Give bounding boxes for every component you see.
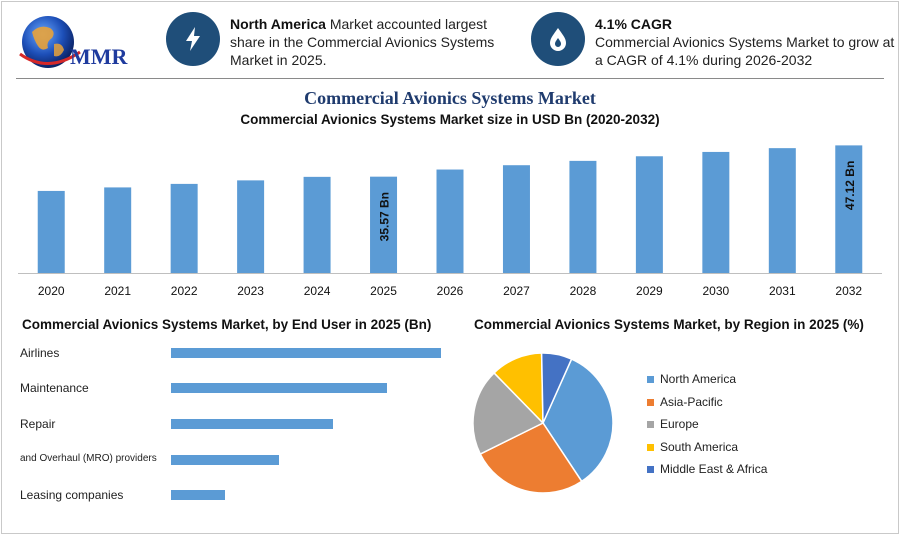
- legend-swatch: [647, 398, 654, 406]
- page-title: Commercial Avionics Systems Market: [304, 88, 596, 108]
- bar-2032: [835, 145, 863, 273]
- x-tick-label: 2020: [38, 284, 65, 298]
- legend-label: Asia-Pacific: [660, 394, 723, 409]
- header-divider: [16, 78, 884, 79]
- bar-2022: [170, 183, 198, 273]
- bar-2023: [237, 180, 265, 273]
- legend-label: Europe: [660, 417, 699, 432]
- end-user-bar: [171, 383, 387, 393]
- logo-text: MMR: [70, 44, 129, 69]
- legend-label: Middle East & Africa: [660, 462, 768, 477]
- legend-item: North America: [647, 372, 767, 395]
- legend-item: South America: [647, 440, 767, 463]
- pie-slice-europe: [472, 371, 545, 456]
- bar-2026: [436, 169, 464, 273]
- data-label-2032: 47.12 Bn: [843, 161, 857, 210]
- bar-2028: [569, 160, 597, 273]
- market-size-bar-chart: 2020 2021 2022 2023 2024 2025 35.57 Bn 2026 2027…: [18, 145, 882, 298]
- end-user-label: Airlines: [20, 346, 60, 360]
- bar-2027: [502, 165, 530, 273]
- pie-slice-north-america: [542, 358, 614, 483]
- x-tick-label: 2028: [570, 284, 597, 298]
- legend-swatch: [647, 376, 654, 383]
- x-tick-label: 2026: [437, 284, 464, 298]
- end-user-bar: [171, 348, 441, 358]
- end-user-label: Repair: [20, 417, 56, 431]
- legend-item: Asia-Pacific: [647, 395, 767, 418]
- x-tick-label: 2031: [769, 284, 796, 298]
- kpi-north-america: North America Market accounted largest s…: [166, 12, 506, 68]
- lightning-icon: [166, 12, 220, 66]
- x-tick-label: 2032: [835, 284, 862, 298]
- kpi-text: North America Market accounted largest s…: [230, 16, 495, 68]
- kpi-text: 4.1% CAGR Commercial Avionics Systems Mar…: [595, 16, 895, 68]
- region-pie-chart: [472, 352, 614, 494]
- end-user-bar: [171, 455, 279, 465]
- legend-item: Europe: [647, 417, 767, 440]
- x-tick-label: 2027: [503, 284, 530, 298]
- region-chart-title: Commercial Avionics Systems Market, by R…: [474, 317, 864, 332]
- flame-drop-icon: [531, 12, 585, 66]
- kpi-cagr: 4.1% CAGR Commercial Avionics Systems Mar…: [531, 12, 894, 68]
- x-tick-label: 2024: [304, 284, 331, 298]
- bar-2021: [104, 187, 132, 273]
- pie-slice-asia-pacific: [479, 422, 583, 494]
- mmr-logo: MMR: [18, 14, 136, 76]
- pie-slice-middle-east-africa: [540, 352, 573, 424]
- end-user-bar: [171, 419, 333, 429]
- legend-label: North America: [660, 372, 737, 386]
- end-user-bar: [171, 490, 225, 500]
- x-tick-label: 2030: [702, 284, 729, 298]
- x-tick-label: 2023: [237, 284, 264, 298]
- bar-2030: [702, 151, 730, 273]
- end-user-label: and Overhaul (MRO) providers: [20, 453, 157, 464]
- legend-swatch: [647, 466, 654, 474]
- x-tick-label: 2021: [104, 284, 131, 298]
- data-label-2025: 35.57 Bn: [378, 192, 392, 241]
- end-user-label: Leasing companies: [20, 488, 124, 502]
- bar-2031: [768, 148, 796, 273]
- legend-swatch: [647, 421, 654, 429]
- x-tick-label: 2022: [171, 284, 198, 298]
- bar-2029: [635, 156, 663, 273]
- bar-2020: [37, 190, 65, 273]
- bar-2024: [303, 176, 331, 273]
- x-tick-label: 2025: [370, 284, 397, 298]
- chart-subtitle: Commercial Avionics Systems Market size …: [240, 112, 660, 127]
- legend-swatch: [647, 443, 654, 451]
- legend-label: South America: [660, 439, 739, 454]
- region-legend: North America Asia-Pacific Europe South Ame…: [647, 372, 767, 485]
- end-user-chart-title: Commercial Avionics Systems Market, by E…: [22, 317, 432, 332]
- x-tick-label: 2029: [636, 284, 663, 298]
- legend-item: Middle East & Africa: [647, 462, 767, 485]
- bar-2025: [370, 176, 398, 273]
- end-user-label: Maintenance: [20, 381, 89, 395]
